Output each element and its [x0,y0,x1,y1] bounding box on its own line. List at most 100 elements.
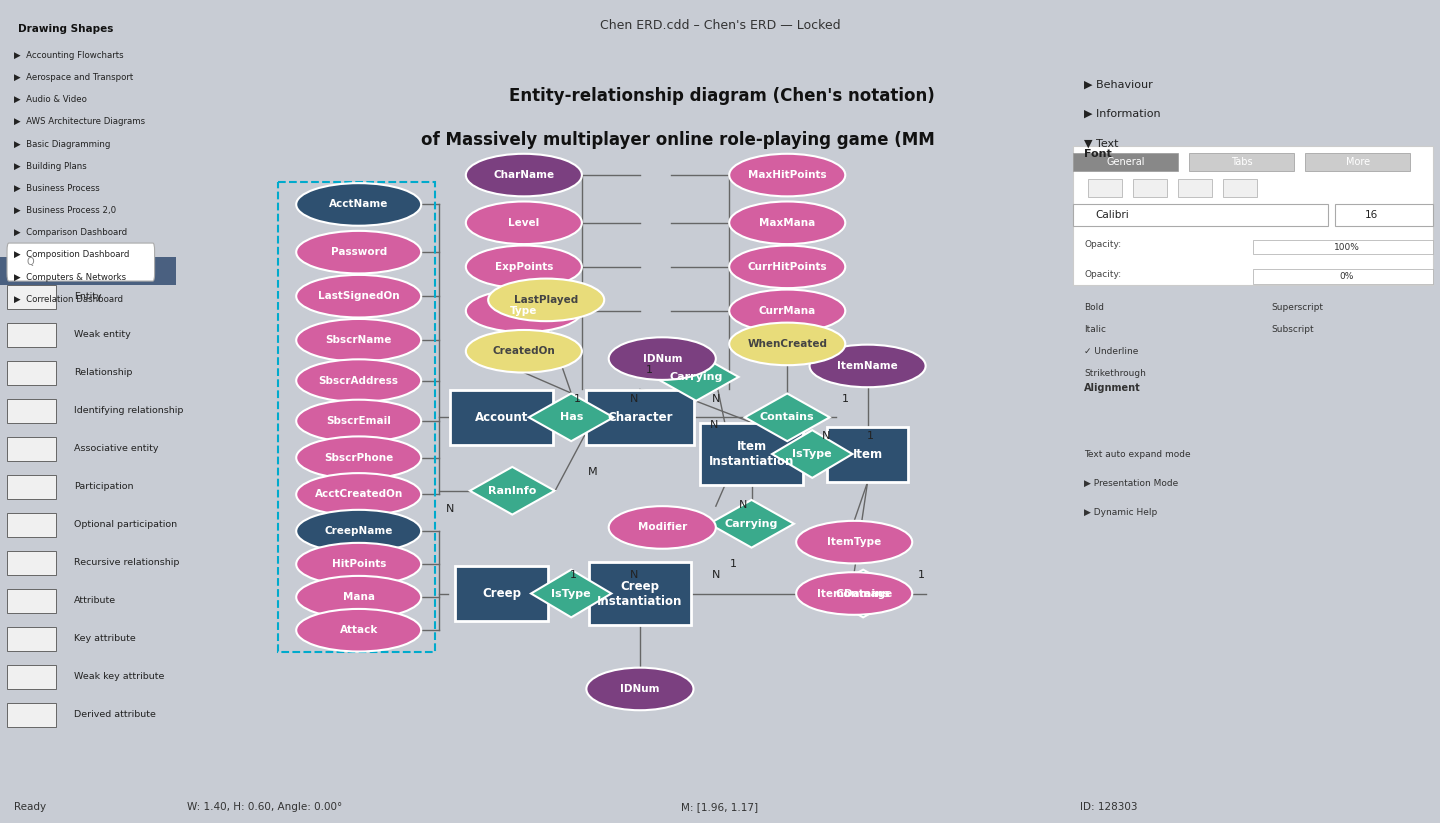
Ellipse shape [297,184,420,226]
Text: LastSignedOn: LastSignedOn [318,291,399,301]
Text: ▶  Audio & Video: ▶ Audio & Video [14,95,86,105]
Text: 1: 1 [842,394,848,404]
Text: ERD, Chen's notation: ERD, Chen's notation [17,266,132,276]
Text: Alignment: Alignment [1084,383,1140,393]
Text: Tabs: Tabs [1231,157,1253,167]
Text: Chen ERD.cdd – Chen's ERD — Locked: Chen ERD.cdd – Chen's ERD — Locked [599,20,841,32]
Text: MaxMana: MaxMana [759,218,815,228]
Ellipse shape [297,275,420,318]
Text: Contains: Contains [760,412,815,422]
Ellipse shape [729,245,845,288]
Text: CharName: CharName [494,170,554,180]
Text: Recursive relationship: Recursive relationship [73,559,179,567]
Text: Key attribute: Key attribute [73,635,135,644]
Text: 1: 1 [569,570,576,580]
Text: Account: Account [475,411,528,424]
Text: ▶  Correlation Dashboard: ▶ Correlation Dashboard [14,295,122,304]
Ellipse shape [297,543,420,585]
Text: Weak entity: Weak entity [73,330,131,339]
Text: 1: 1 [917,570,924,580]
Text: N: N [629,570,638,580]
Polygon shape [528,393,613,441]
FancyBboxPatch shape [1133,179,1166,197]
Text: Type: Type [510,306,537,316]
Text: ▶  Comparison Dashboard: ▶ Comparison Dashboard [14,228,127,237]
Polygon shape [531,570,612,617]
Text: W: 1.40, H: 0.60, Angle: 0.00°: W: 1.40, H: 0.60, Angle: 0.00° [187,802,343,812]
Text: CreatedOn: CreatedOn [492,346,556,356]
Text: Derived attribute: Derived attribute [73,710,156,719]
Text: LastPlayed: LastPlayed [514,295,579,305]
Text: ▶  Business Process 2,0: ▶ Business Process 2,0 [14,206,117,215]
Text: N: N [629,394,638,404]
Text: MaxHitPoints: MaxHitPoints [747,170,827,180]
Text: 100%: 100% [1333,243,1359,252]
Text: N: N [445,504,454,514]
Text: ItemName: ItemName [837,361,899,371]
Text: Associative entity: Associative entity [73,444,158,453]
Text: N: N [739,500,747,510]
Text: Creep
Instantiation: Creep Instantiation [598,579,683,607]
Text: Mana: Mana [343,593,374,602]
Ellipse shape [297,509,420,552]
Text: Superscript: Superscript [1272,303,1323,312]
FancyBboxPatch shape [7,513,56,537]
Text: Drawing Shapes: Drawing Shapes [17,24,112,34]
Text: Text auto expand mode: Text auto expand mode [1084,449,1191,458]
Text: Has: Has [560,412,583,422]
Text: ▼ Text: ▼ Text [1084,138,1119,148]
FancyBboxPatch shape [1089,179,1122,197]
Ellipse shape [467,290,582,332]
FancyBboxPatch shape [1189,153,1295,171]
Text: Opacity:: Opacity: [1084,240,1122,249]
Text: N: N [711,394,720,404]
FancyBboxPatch shape [455,566,549,621]
Text: Modifier: Modifier [638,523,687,532]
Text: Strikethrough: Strikethrough [1084,369,1146,378]
Text: Calibri: Calibri [1096,211,1129,221]
Text: N: N [710,420,719,430]
Text: Identifying relationship: Identifying relationship [73,407,183,416]
FancyBboxPatch shape [589,562,691,625]
Text: ▶  Accounting Flowcharts: ▶ Accounting Flowcharts [14,51,124,60]
Text: Item
Instantiation: Item Instantiation [708,440,795,468]
FancyBboxPatch shape [586,390,694,445]
FancyBboxPatch shape [1253,269,1433,284]
Ellipse shape [609,337,716,380]
Ellipse shape [467,202,582,244]
Text: Italic: Italic [1084,325,1106,334]
Text: M: M [588,467,598,477]
Text: 1: 1 [730,559,737,570]
Text: Q: Q [26,257,35,267]
Polygon shape [469,467,554,514]
Text: ItemDamage: ItemDamage [816,588,891,598]
Ellipse shape [609,506,716,549]
FancyBboxPatch shape [1073,204,1328,226]
Ellipse shape [467,154,582,197]
Ellipse shape [467,245,582,288]
Text: Entity: Entity [73,292,101,301]
Text: ▶  Aerospace and Transport: ▶ Aerospace and Transport [14,73,134,82]
Text: SbscrName: SbscrName [325,335,392,345]
Polygon shape [708,500,793,547]
Text: ItemType: ItemType [827,537,881,547]
Text: AcctCreatedOn: AcctCreatedOn [314,490,403,500]
Text: ▶ Dynamic Help: ▶ Dynamic Help [1084,509,1158,518]
Text: IsType: IsType [792,449,832,459]
Text: SbscrAddress: SbscrAddress [318,375,399,386]
Text: WhenCreated: WhenCreated [747,339,827,349]
Text: Ready: Ready [14,802,46,812]
FancyBboxPatch shape [7,627,56,651]
Text: 1: 1 [867,430,874,440]
Text: IsType: IsType [552,588,590,598]
Text: N: N [711,570,720,580]
Text: ▶ Presentation Mode: ▶ Presentation Mode [1084,479,1178,488]
FancyBboxPatch shape [1073,153,1178,171]
Text: Subscript: Subscript [1272,325,1315,334]
FancyBboxPatch shape [828,426,907,481]
FancyBboxPatch shape [7,437,56,461]
Text: More: More [1345,157,1369,167]
FancyBboxPatch shape [7,551,56,574]
FancyBboxPatch shape [7,323,56,346]
Text: IDNum: IDNum [642,354,683,364]
